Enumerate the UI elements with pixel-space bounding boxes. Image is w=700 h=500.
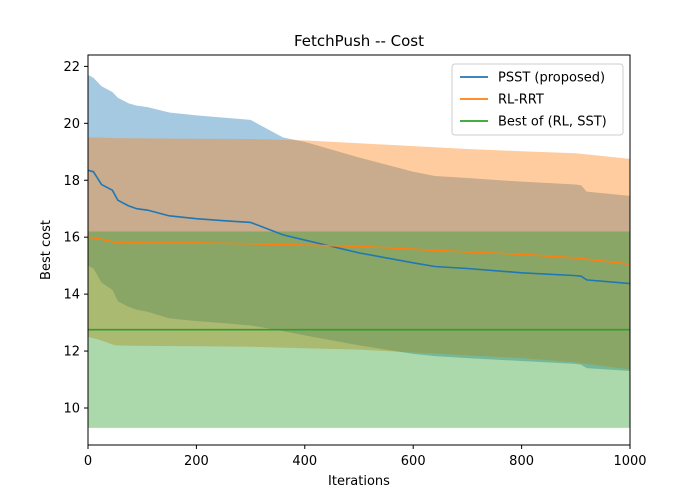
x-tick-label: 0 — [84, 454, 92, 469]
x-tick-label: 200 — [184, 454, 209, 469]
y-tick-label: 12 — [63, 345, 80, 360]
line-series-1 — [87, 236, 631, 266]
y-tick-label: 18 — [63, 174, 80, 189]
axes-frame — [87, 54, 631, 446]
y-tick-label: 22 — [63, 60, 80, 75]
x-tick-label: 600 — [401, 454, 426, 469]
y-tick-label: 16 — [63, 231, 80, 246]
x-axis-ticks: 0 200 400 600 800 1000 — [84, 445, 647, 469]
band-series-0 — [88, 74, 630, 371]
x-axis-label: Iterations — [328, 474, 390, 489]
y-tick-label: 20 — [63, 117, 80, 132]
x-tick-label: 400 — [292, 454, 317, 469]
y-tick-label: 14 — [63, 288, 80, 303]
legend: PSST (proposed) RL-RRT Best of (RL, SST) — [451, 63, 624, 136]
x-tick-label: 800 — [509, 454, 534, 469]
series-lines — [87, 169, 631, 331]
legend-box — [451, 63, 624, 136]
legend-label: RL-RRT — [498, 93, 544, 108]
y-axis-ticks: 10 12 14 16 18 20 22 — [63, 60, 88, 416]
legend-label: Best of (RL, SST) — [498, 115, 607, 130]
chart-title: FetchPush -- Cost — [294, 32, 424, 50]
y-tick-label: 10 — [63, 401, 80, 416]
line-series-0 — [87, 169, 631, 285]
legend-label: PSST (proposed) — [498, 71, 605, 86]
y-axis-label: Best cost — [39, 220, 54, 280]
x-tick-label: 1000 — [613, 454, 646, 469]
